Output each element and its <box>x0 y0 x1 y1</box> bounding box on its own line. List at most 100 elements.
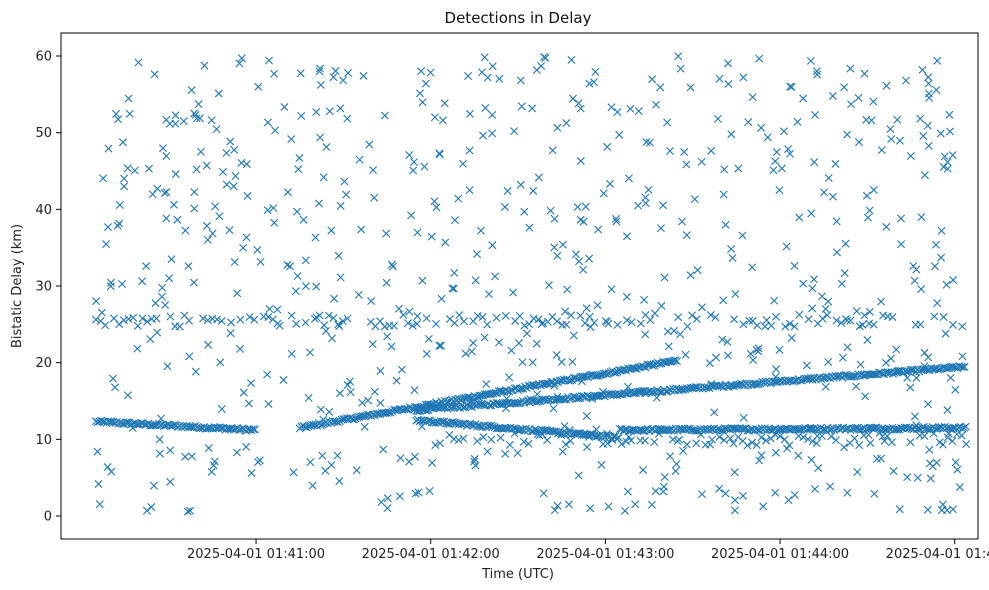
data-point <box>909 262 918 270</box>
data-point <box>440 99 449 108</box>
y-tick-label: 20 <box>35 356 52 371</box>
data-point <box>861 392 870 401</box>
data-point <box>200 61 209 70</box>
data-point <box>233 289 242 298</box>
data-point <box>479 433 488 442</box>
data-point <box>473 311 482 320</box>
data-point <box>850 434 859 443</box>
data-point <box>171 119 180 128</box>
data-point <box>418 98 427 107</box>
data-point <box>879 311 888 320</box>
data-point <box>104 144 113 153</box>
data-point <box>958 363 967 372</box>
data-point <box>627 318 636 327</box>
data-point <box>739 491 748 500</box>
data-point <box>459 434 468 443</box>
data-point <box>910 412 919 421</box>
data-point <box>860 69 869 78</box>
data-point <box>951 385 960 394</box>
data-point <box>770 378 779 387</box>
data-point <box>318 451 327 460</box>
data-point <box>832 316 841 325</box>
data-point <box>820 188 829 197</box>
data-point <box>938 500 947 509</box>
data-point <box>484 290 493 299</box>
data-point <box>663 426 672 435</box>
data-point <box>319 415 328 424</box>
data-point <box>232 448 241 457</box>
data-point <box>239 388 248 397</box>
data-point <box>535 431 544 440</box>
data-point <box>748 93 757 102</box>
data-point <box>148 190 157 199</box>
data-point <box>404 319 412 328</box>
data-point <box>239 243 248 252</box>
data-point <box>235 59 244 68</box>
data-point <box>682 440 691 449</box>
data-point <box>860 311 869 320</box>
data-point <box>561 307 570 316</box>
data-point <box>920 171 929 180</box>
data-point <box>173 215 182 224</box>
data-point <box>613 108 622 117</box>
data-point <box>217 404 226 413</box>
data-point <box>409 166 418 175</box>
data-point <box>476 226 485 235</box>
data-point <box>877 146 886 155</box>
data-point <box>487 435 496 444</box>
data-point <box>562 119 571 128</box>
data-point <box>881 358 890 367</box>
data-point <box>813 70 822 79</box>
data-point <box>671 466 680 475</box>
data-point <box>656 224 665 233</box>
data-point <box>795 310 804 319</box>
data-point <box>634 107 643 116</box>
data-point <box>196 147 205 156</box>
y-tick-label: 30 <box>35 280 52 295</box>
data-point <box>204 444 213 453</box>
data-point <box>179 117 188 126</box>
data-point <box>455 311 464 320</box>
data-point <box>435 341 444 350</box>
data-point <box>467 397 476 406</box>
data-point <box>576 157 585 166</box>
data-point <box>236 425 245 434</box>
data-point <box>569 331 578 340</box>
data-point <box>155 449 164 458</box>
data-point <box>753 321 762 330</box>
data-point <box>715 432 724 441</box>
data-point <box>544 281 553 290</box>
data-point <box>614 433 623 442</box>
data-point <box>674 313 683 322</box>
data-point <box>187 86 196 95</box>
data-point <box>936 129 945 138</box>
data-point <box>118 138 127 147</box>
data-point <box>953 465 962 474</box>
data-point <box>424 334 433 343</box>
data-point <box>730 315 739 324</box>
data-point <box>109 314 118 323</box>
data-point <box>426 68 435 77</box>
data-point <box>794 451 803 460</box>
data-point <box>380 322 389 331</box>
data-point <box>597 460 606 469</box>
data-point <box>411 489 420 498</box>
data-point <box>243 191 252 200</box>
data-point <box>376 366 385 375</box>
data-point <box>186 506 195 515</box>
data-point <box>565 426 574 435</box>
data-point <box>784 145 793 154</box>
data-point <box>492 313 501 322</box>
data-point <box>488 241 497 250</box>
data-point <box>306 348 315 357</box>
data-point <box>528 358 537 367</box>
data-point <box>945 110 954 119</box>
data-point <box>775 345 784 354</box>
data-point <box>437 294 446 303</box>
data-point <box>344 68 353 77</box>
data-point <box>642 138 651 147</box>
data-point <box>103 223 112 232</box>
data-point <box>862 191 871 200</box>
data-point <box>93 447 102 456</box>
data-point <box>682 160 691 169</box>
